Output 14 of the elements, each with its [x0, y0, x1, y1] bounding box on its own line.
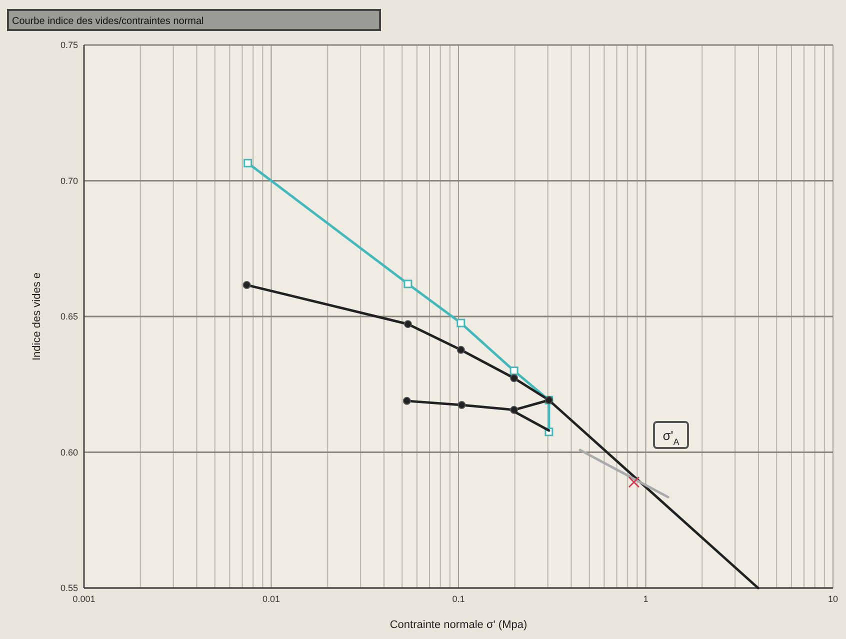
x-tick-label: 1: [643, 594, 648, 604]
x-tick-label: 0.01: [262, 594, 280, 604]
y-tick-label: 0.75: [60, 40, 78, 50]
x-tick-label: 0.001: [72, 594, 96, 604]
x-axis-title: Contrainte normale σ' (Mpa): [390, 619, 528, 631]
x-tick-label: 0.1: [452, 594, 465, 604]
y-axis-title: Indice des vides e: [31, 272, 43, 361]
y-tick-label: 0.65: [60, 312, 78, 322]
x-tick-label: 10: [828, 594, 838, 604]
chart-title: Courbe indice des vides/contraintes normal: [12, 16, 204, 27]
y-tick-label: 0.55: [60, 583, 78, 593]
annotation: σ'$_{A}$: [662, 428, 680, 447]
y-tick-label: 0.70: [60, 176, 78, 186]
y-tick-label: 0.60: [60, 447, 78, 458]
